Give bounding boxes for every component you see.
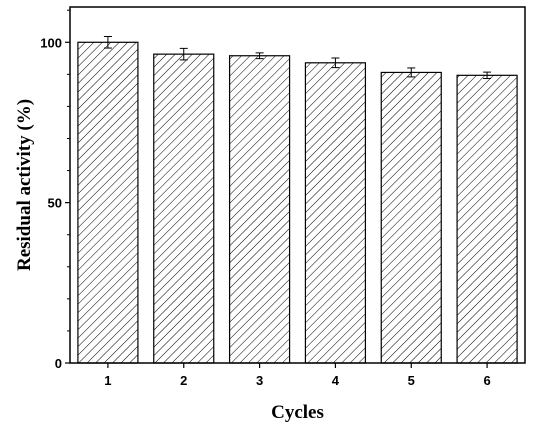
bars-group — [77, 41, 518, 364]
x-axis-ticks: 1 2 3 4 5 6 — [104, 363, 491, 388]
bar-4 — [304, 62, 367, 364]
bar-1 — [77, 41, 139, 364]
error-bar-4 — [331, 57, 340, 69]
y-tick-label-100: 100 — [40, 35, 62, 50]
x-tick-label-5: 5 — [408, 373, 415, 388]
bar-2 — [153, 53, 215, 364]
y-tick-label-50: 50 — [48, 196, 62, 211]
error-bar-5 — [407, 67, 416, 78]
error-bar-3 — [255, 52, 264, 60]
x-tick-label-3: 3 — [256, 373, 263, 388]
x-tick-label-2: 2 — [180, 373, 187, 388]
x-tick-label-6: 6 — [483, 373, 490, 388]
error-bar-1 — [103, 36, 112, 49]
x-tick-label-1: 1 — [104, 373, 111, 388]
x-axis-label: Cycles — [271, 402, 324, 423]
plot-area-frame — [69, 6, 526, 364]
y-tick-label-0: 0 — [55, 356, 62, 371]
error-bar-6 — [483, 71, 492, 80]
error-bars-group — [103, 36, 492, 80]
y-axis-ticks: 0 50 100 — [40, 9, 70, 371]
error-bar-2 — [179, 47, 188, 61]
x-tick-label-4: 4 — [332, 373, 340, 388]
bar-5 — [380, 71, 442, 364]
bar-6 — [456, 74, 518, 364]
bar-3 — [228, 55, 291, 364]
y-axis-label: Residual activity (%) — [14, 99, 35, 271]
